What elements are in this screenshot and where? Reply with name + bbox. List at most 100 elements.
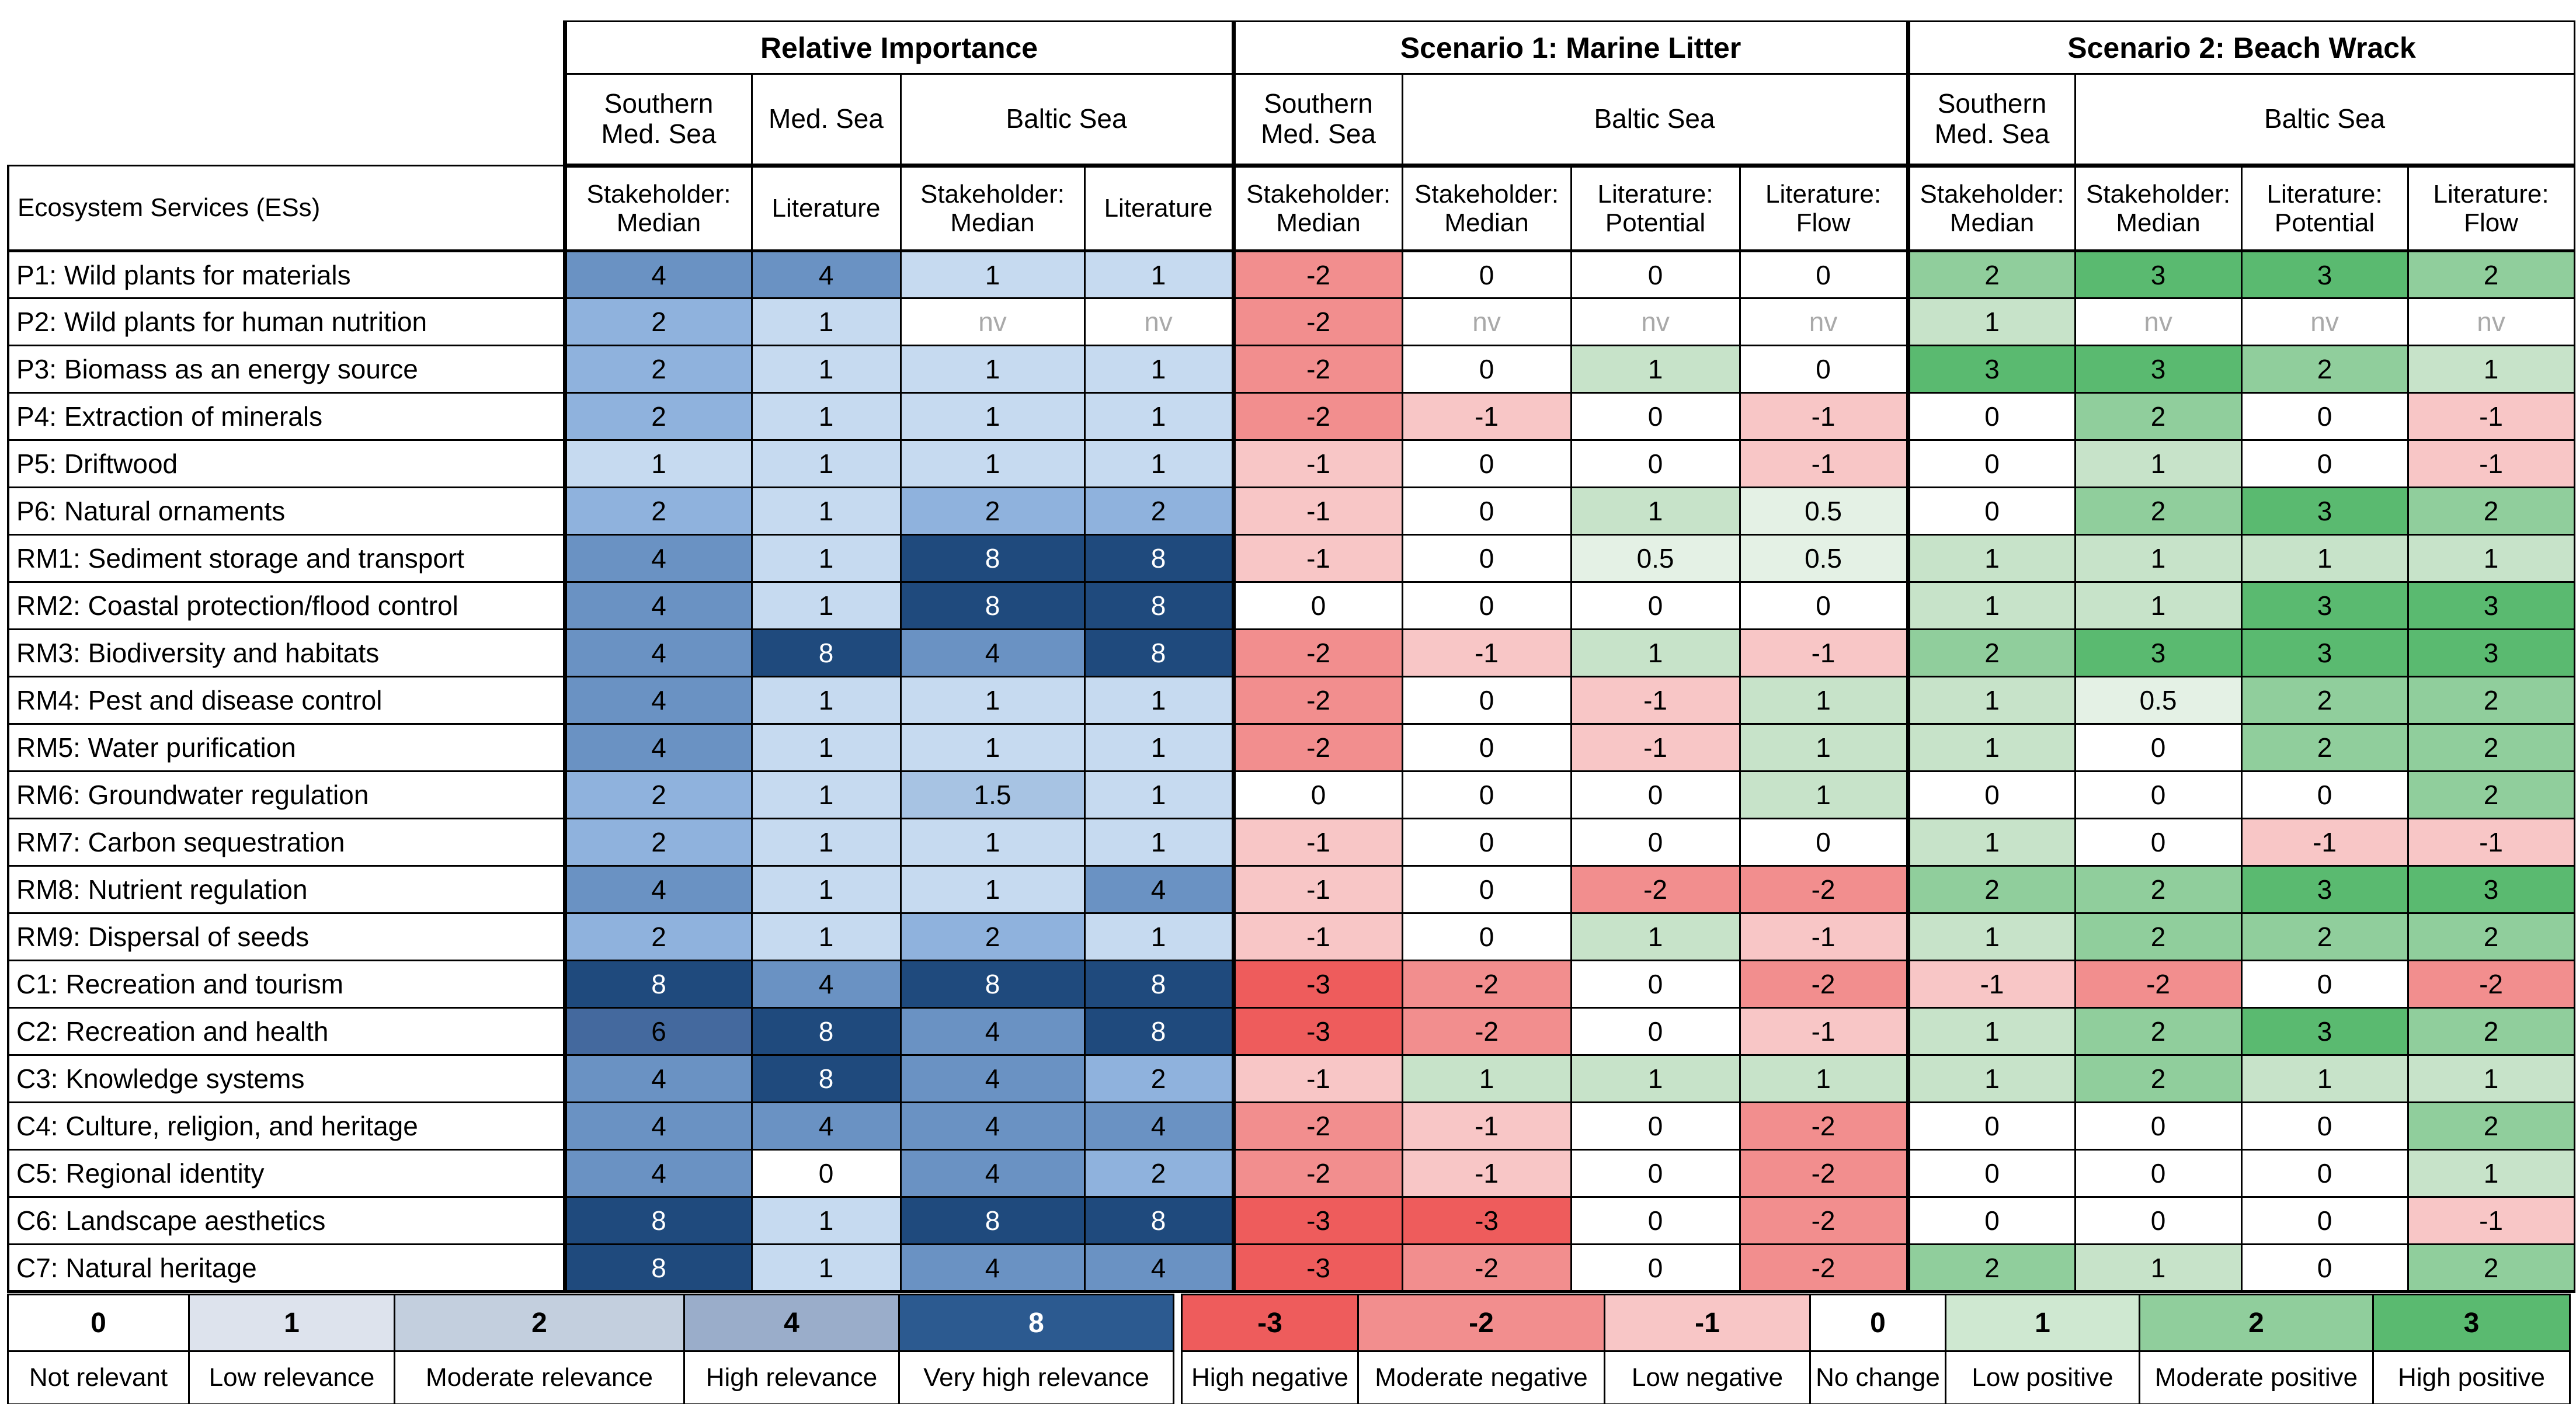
value-cell: 0: [1401, 723, 1572, 772]
value-cell: 1: [899, 250, 1086, 299]
column-header: Stakeholder: Median: [1231, 165, 1403, 252]
value-cell: 0: [1739, 345, 1909, 394]
value-cell: 2: [562, 297, 753, 346]
value-cell: -1: [2407, 1196, 2575, 1245]
value-cell: 4: [750, 250, 902, 299]
value-cell: 1: [1083, 912, 1235, 961]
value-cell: -2: [1231, 250, 1403, 299]
legend-label: High relevance: [683, 1350, 900, 1404]
table-row: RM5: Water purification 4 1 1 1 -2 0 -1 1 1 0 2 2: [7, 723, 2575, 772]
value-cell: 0: [1570, 960, 1741, 1009]
value-cell: -1: [1570, 723, 1741, 772]
value-cell: 8: [562, 1196, 753, 1245]
row-label: P4: Extraction of minerals: [7, 392, 566, 441]
legend-value: 8: [898, 1294, 1174, 1352]
legend-label: High negative: [1181, 1350, 1359, 1404]
value-cell: 2: [2407, 1007, 2575, 1056]
value-cell: 1: [899, 676, 1086, 725]
value-cell: 1: [2240, 1054, 2409, 1103]
value-cell: 1: [1739, 1054, 1909, 1103]
value-cell: 1: [750, 676, 902, 725]
sea-header: Southern Med. Sea: [562, 73, 753, 168]
value-cell: 0: [2240, 392, 2409, 441]
row-label: C7: Natural heritage: [7, 1243, 566, 1293]
value-cell: 3: [1906, 345, 2076, 394]
value-cell: 3: [2074, 250, 2243, 299]
column-header: Stakeholder: Median: [1401, 165, 1572, 252]
value-cell: 0: [1401, 676, 1572, 725]
value-cell: 3: [2240, 1007, 2409, 1056]
value-cell: 0: [1739, 818, 1909, 867]
value-cell: -2: [1231, 676, 1403, 725]
value-cell: 1: [750, 439, 902, 488]
value-cell: 1: [899, 345, 1086, 394]
value-cell: 1: [750, 912, 902, 961]
value-cell: -1: [1231, 486, 1403, 536]
value-cell: 0: [1401, 534, 1572, 583]
value-cell: -2: [2407, 960, 2575, 1009]
value-cell: 1: [1906, 723, 2076, 772]
legend-value: -3: [1181, 1294, 1359, 1352]
value-cell: 2: [562, 345, 753, 394]
sea-header: Southern Med. Sea: [1231, 73, 1403, 168]
value-cell: 1: [1906, 818, 2076, 867]
value-cell: 4: [562, 723, 753, 772]
value-cell: 1: [1570, 628, 1741, 677]
column-header: Literature: [750, 165, 902, 252]
table-row: P4: Extraction of minerals 2 1 1 1 -2 -1 0 -1 0 2 0…: [7, 392, 2575, 441]
value-cell: 1: [750, 723, 902, 772]
value-cell: -2: [1570, 865, 1741, 914]
row-label: C1: Recreation and tourism: [7, 960, 566, 1009]
legend-label: Low positive: [1945, 1350, 2140, 1404]
value-cell: 0: [1401, 770, 1572, 819]
value-cell: 0: [1570, 1196, 1741, 1245]
value-cell: 2: [1906, 1243, 2076, 1293]
relevance-legend: 0 1 2 4 8 Not relevant Low relevance Moderate r…: [7, 1294, 1174, 1404]
value-cell: -1: [2240, 818, 2409, 867]
row-label: RM5: Water purification: [7, 723, 566, 772]
value-cell: 4: [1083, 865, 1235, 914]
value-cell: 1: [1083, 345, 1235, 394]
value-cell: 2: [2407, 250, 2575, 299]
value-cell: 4: [562, 534, 753, 583]
value-cell: -2: [1401, 960, 1572, 1009]
value-cell: nv: [1739, 297, 1909, 346]
value-cell: 0.5: [2074, 676, 2243, 725]
value-cell: 1: [2240, 534, 2409, 583]
value-cell: 1: [899, 818, 1086, 867]
value-cell: -2: [1739, 1243, 1909, 1293]
value-cell: 4: [750, 1101, 902, 1151]
row-label: C2: Recreation and health: [7, 1007, 566, 1056]
value-cell: 0: [2074, 723, 2243, 772]
sea-header: Baltic Sea: [2074, 73, 2575, 168]
value-cell: -3: [1231, 1007, 1403, 1056]
value-cell: 0: [2074, 1196, 2243, 1245]
sea-header: Southern Med. Sea: [1906, 73, 2076, 168]
value-cell: 2: [2240, 912, 2409, 961]
row-label: C4: Culture, religion, and heritage: [7, 1101, 566, 1151]
value-cell: 2: [899, 912, 1086, 961]
column-header: Stakeholder: Median: [1906, 165, 2076, 252]
value-cell: 6: [562, 1007, 753, 1056]
column-header: Stakeholder: Median: [899, 165, 1086, 252]
value-cell: 2: [1906, 250, 2076, 299]
column-header: Stakeholder: Median: [562, 165, 753, 252]
row-label: P6: Natural ornaments: [7, 486, 566, 536]
value-cell: 3: [2240, 581, 2409, 630]
value-cell: -1: [1231, 865, 1403, 914]
value-cell: 2: [2074, 392, 2243, 441]
value-cell: 3: [2240, 250, 2409, 299]
table-row: RM3: Biodiversity and habitats 4 8 4 8 -2 -1 1-…: [7, 628, 2575, 677]
value-cell: 1: [2074, 534, 2243, 583]
legend-label: Low relevance: [188, 1350, 395, 1404]
value-cell: 4: [1083, 1243, 1235, 1293]
value-cell: 0: [2240, 1101, 2409, 1151]
value-cell: 0: [1401, 865, 1572, 914]
value-cell: 2: [2407, 1243, 2575, 1293]
value-cell: 0: [1906, 1149, 2076, 1198]
row-label: RM2: Coastal protection/flood control: [7, 581, 566, 630]
value-cell: 0: [2240, 1196, 2409, 1245]
value-cell: 3: [2240, 865, 2409, 914]
value-cell: -2: [1231, 628, 1403, 677]
value-cell: 1: [750, 297, 902, 346]
